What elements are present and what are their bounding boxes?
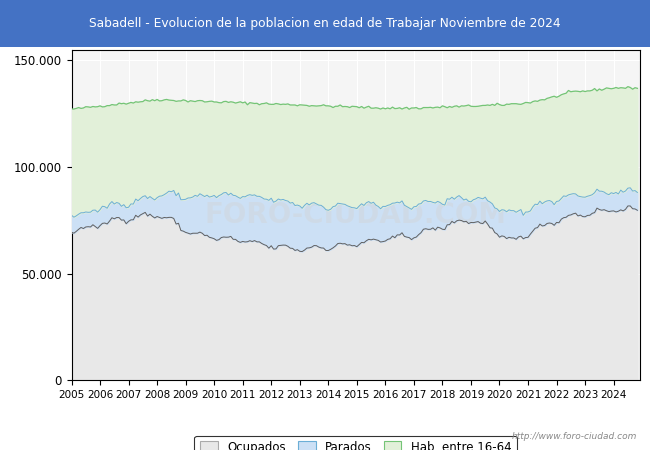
Legend: Ocupados, Parados, Hab. entre 16-64: Ocupados, Parados, Hab. entre 16-64 — [194, 436, 517, 450]
Text: Sabadell - Evolucion de la poblacion en edad de Trabajar Noviembre de 2024: Sabadell - Evolucion de la poblacion en … — [89, 17, 561, 30]
Text: FORO-CIUDAD.COM: FORO-CIUDAD.COM — [205, 201, 507, 229]
Text: http://www.foro-ciudad.com: http://www.foro-ciudad.com — [512, 432, 637, 441]
